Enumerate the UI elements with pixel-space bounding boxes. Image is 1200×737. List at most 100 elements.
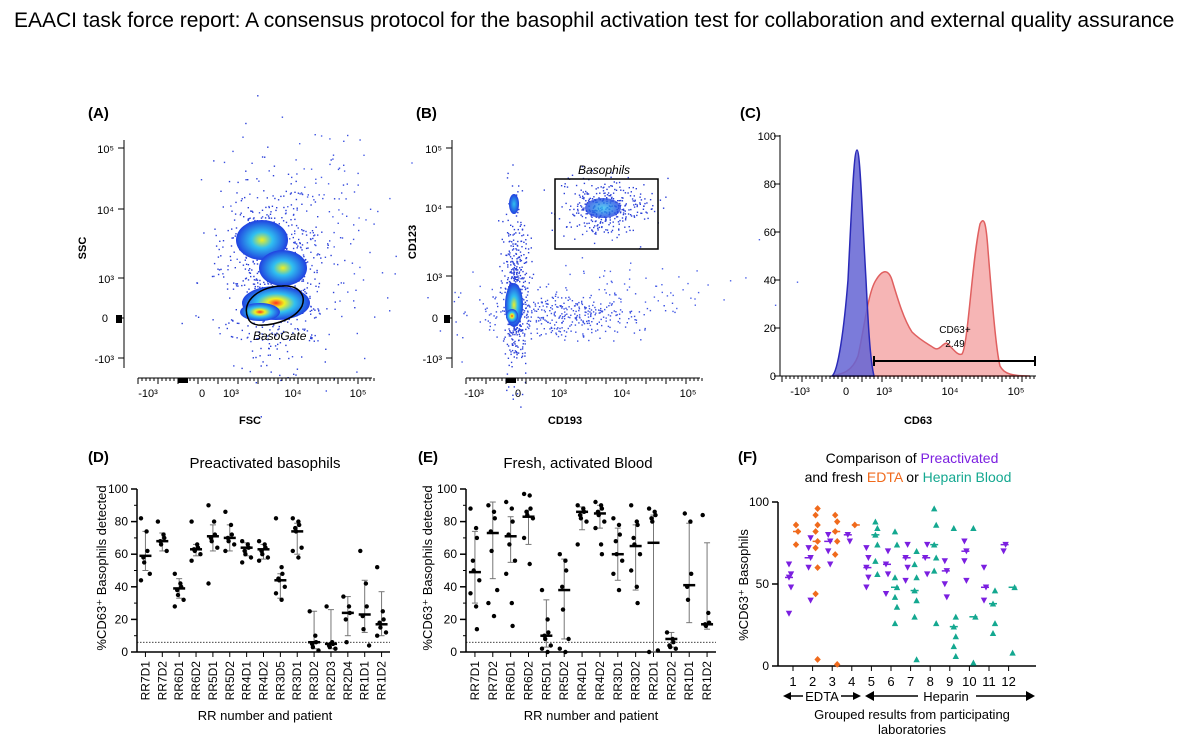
event-dot — [269, 354, 271, 356]
event-dot — [462, 337, 464, 339]
event-dot — [387, 297, 389, 299]
event-dot — [583, 182, 586, 185]
event-dot — [565, 264, 567, 267]
x-tick-label: RR7D2 — [486, 661, 500, 701]
heparin-triangle-up — [913, 548, 920, 554]
event-dot — [518, 185, 520, 187]
edta-diamond — [832, 551, 839, 558]
event-dot — [321, 262, 323, 264]
event-dot — [643, 205, 645, 207]
event-dot — [294, 251, 296, 254]
event-dot — [229, 297, 231, 299]
data-point — [668, 644, 673, 650]
event-dot — [515, 351, 517, 354]
event-dot — [489, 325, 491, 328]
event-dot — [594, 306, 596, 309]
event-dot — [662, 207, 665, 209]
event-dot — [585, 190, 587, 193]
data-point — [181, 597, 186, 602]
event-dot — [615, 314, 617, 317]
event-dot — [241, 198, 243, 200]
event-dot — [571, 174, 574, 176]
event-dot — [563, 235, 565, 237]
event-dot — [230, 335, 233, 338]
event-dot — [569, 316, 571, 319]
event-dot — [300, 247, 302, 249]
event-dot — [582, 195, 584, 197]
event-dot — [306, 287, 308, 289]
event-dot — [504, 275, 506, 277]
event-dot — [507, 323, 509, 326]
title-text: and fresh — [805, 469, 867, 485]
event-dot — [523, 262, 526, 264]
event-dot — [251, 269, 253, 271]
data-point — [613, 539, 618, 544]
event-dot — [261, 156, 264, 158]
event-dot — [516, 352, 518, 354]
event-dot — [609, 319, 611, 321]
event-dot — [590, 312, 592, 314]
event-dot — [502, 340, 505, 342]
event-dot — [340, 282, 342, 284]
event-dot — [575, 331, 577, 333]
event-dot — [516, 357, 518, 359]
event-dot — [563, 308, 565, 310]
event-dot — [303, 288, 306, 291]
event-dot — [513, 280, 515, 282]
event-dot — [521, 356, 523, 359]
event-dot — [508, 323, 511, 326]
event-dot — [586, 322, 589, 325]
data-point — [256, 539, 262, 544]
data-point — [209, 539, 214, 544]
event-dot — [264, 283, 266, 285]
preactivated-triangle-down — [863, 545, 870, 552]
event-dot — [609, 302, 611, 304]
event-dot — [729, 280, 732, 282]
event-dot — [274, 333, 276, 335]
event-dot — [327, 247, 329, 249]
event-dot — [317, 340, 319, 342]
event-dot — [252, 283, 255, 285]
event-dot — [305, 262, 307, 264]
event-dot — [502, 310, 504, 312]
event-dot — [318, 194, 320, 196]
y-tick-label: 10³ — [98, 274, 114, 286]
event-dot — [327, 244, 329, 246]
event-dot — [524, 333, 526, 335]
event-dot — [389, 197, 391, 200]
event-dot — [624, 326, 627, 328]
chart-title: Fresh, activated Blood — [503, 455, 652, 472]
x-tick-labels: -10³ 0 10³ 10⁴ 10⁵ — [464, 388, 696, 400]
event-dot — [353, 224, 355, 226]
x-tick-label: RR3D1 — [611, 661, 625, 701]
y-tick-label: 50 — [756, 577, 770, 591]
event-dot — [550, 331, 552, 334]
data-point — [468, 591, 473, 596]
event-dot — [539, 319, 542, 321]
event-dot — [294, 230, 296, 232]
data-point — [599, 552, 605, 557]
basophils-gate — [554, 178, 659, 250]
event-dot — [513, 274, 515, 276]
data-point — [593, 499, 598, 505]
event-dot — [514, 333, 516, 336]
event-dot — [296, 173, 298, 175]
event-dot — [523, 303, 525, 305]
event-dot — [599, 312, 601, 314]
event-dot — [503, 306, 505, 309]
event-dot — [517, 275, 519, 277]
y-axis-label: CD123 — [407, 225, 419, 259]
event-dot — [516, 280, 518, 282]
event-dot — [595, 188, 597, 190]
event-dot — [636, 214, 638, 217]
data-point — [545, 617, 550, 622]
event-dot — [236, 322, 239, 324]
event-dot — [249, 370, 251, 373]
data-point — [578, 516, 584, 521]
event-dot — [578, 202, 581, 204]
event-dot — [500, 280, 503, 282]
event-dot — [270, 217, 273, 219]
event-dot — [564, 339, 566, 341]
panel-label: (F) — [738, 449, 757, 466]
event-dot — [495, 311, 498, 313]
